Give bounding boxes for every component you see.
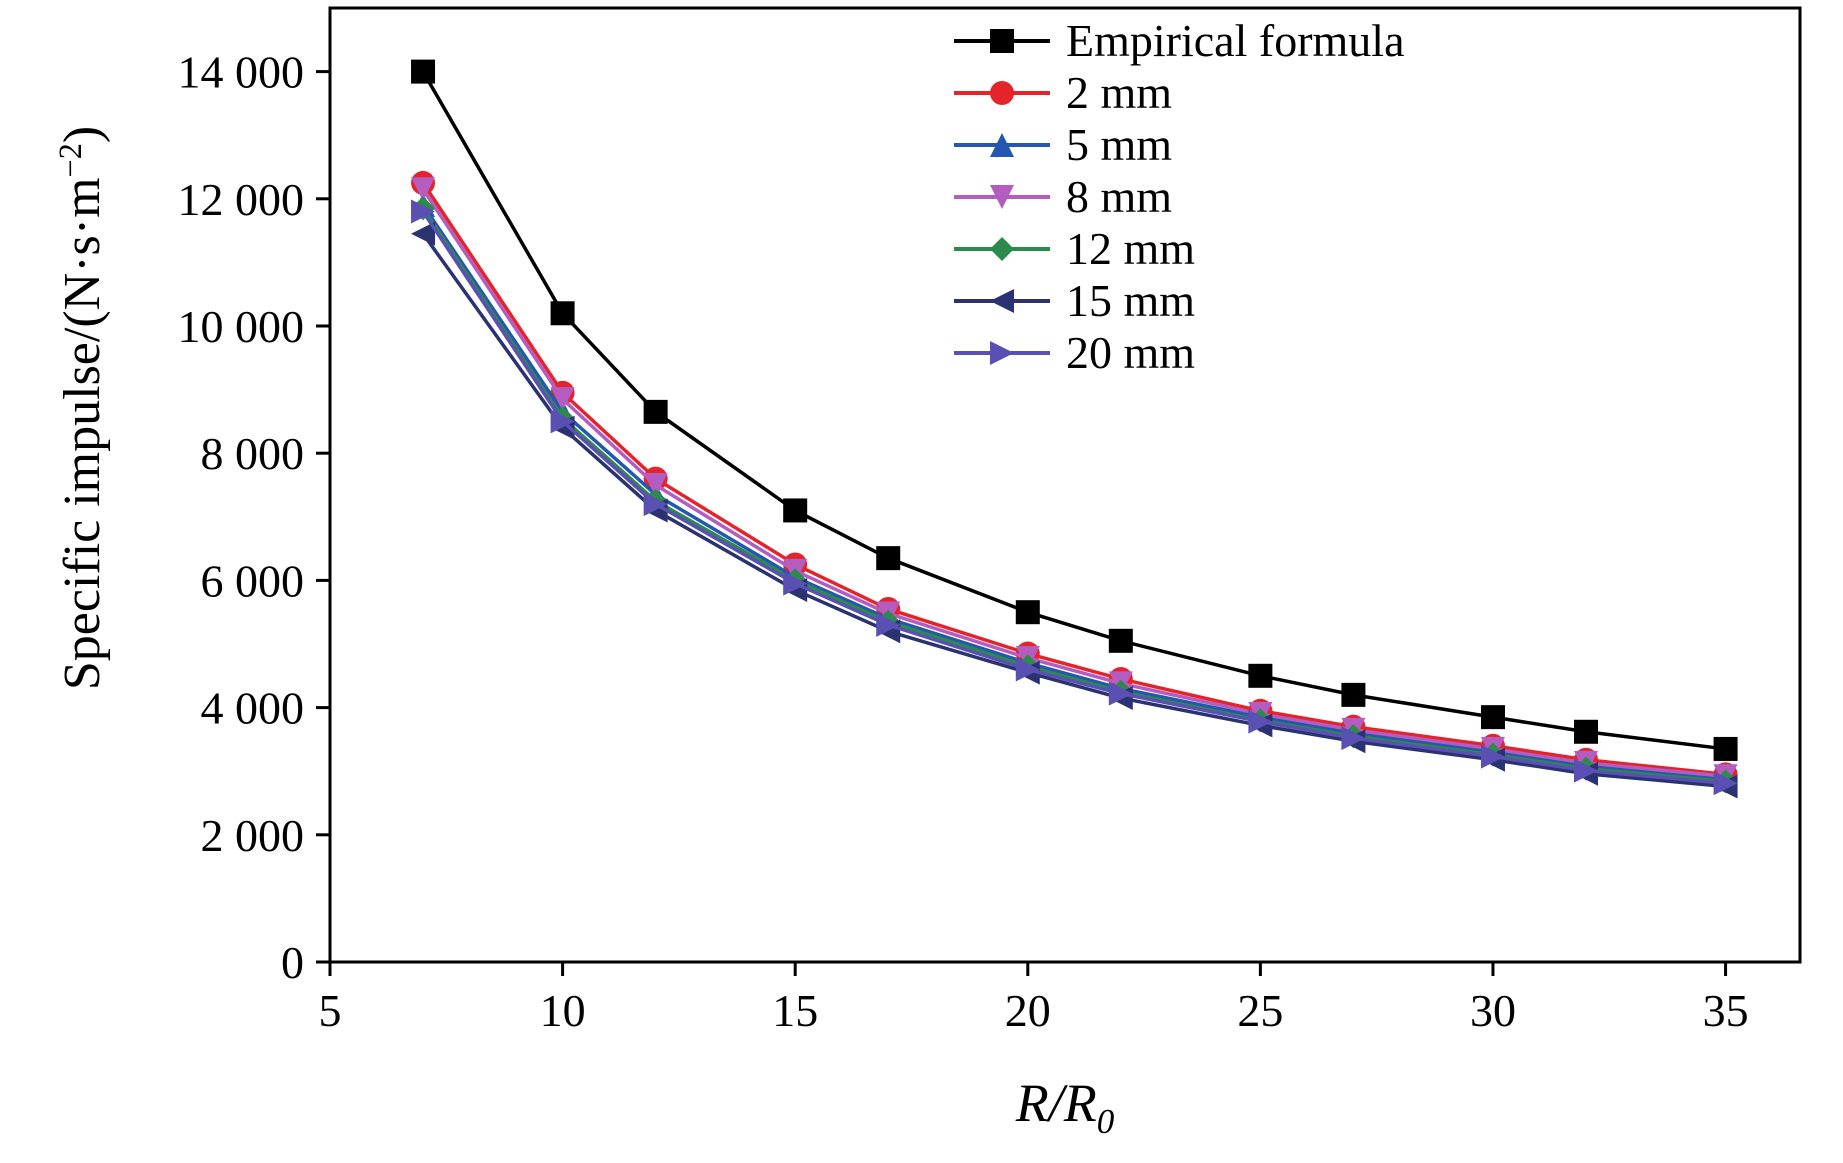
svg-text:14 000: 14 000 [178, 47, 305, 98]
svg-text:5: 5 [319, 985, 342, 1036]
x-axis-label-text: R/R [1015, 1073, 1097, 1133]
svg-text:15: 15 [772, 985, 818, 1036]
legend-label: 12 mm [1066, 223, 1196, 274]
y-axis-label-close: ) [54, 125, 112, 144]
svg-text:20: 20 [1005, 985, 1051, 1036]
legend-item-empirical-formula: Empirical formula [952, 16, 1405, 66]
svg-text:10: 10 [540, 985, 586, 1036]
square-marker-icon [954, 29, 1050, 53]
legend-item-12mm: 12 mm [952, 224, 1405, 274]
svg-text:25: 25 [1237, 985, 1283, 1036]
legend-label: Empirical formula [1066, 15, 1405, 66]
x-axis-label-subscript: 0 [1096, 1101, 1115, 1141]
y-axis-label-text: Specific impulse/(N·s·m [54, 177, 112, 691]
svg-text:4 000: 4 000 [201, 683, 305, 734]
x-axis-label: R/R0 [1016, 1072, 1115, 1142]
triangle-left-marker-icon [954, 289, 1050, 313]
legend-item-2mm: 2 mm [952, 68, 1405, 118]
svg-text:6 000: 6 000 [201, 555, 305, 606]
svg-text:12 000: 12 000 [178, 174, 305, 225]
svg-text:10 000: 10 000 [178, 301, 305, 352]
legend-item-20mm: 20 mm [952, 328, 1405, 378]
legend-label: 15 mm [1066, 275, 1196, 326]
legend-item-5mm: 5 mm [952, 120, 1405, 170]
svg-text:35: 35 [1703, 985, 1749, 1036]
svg-text:0: 0 [281, 937, 304, 988]
triangle-right-marker-icon [954, 341, 1050, 365]
triangle-up-marker-icon [954, 133, 1050, 157]
triangle-down-marker-icon [954, 185, 1050, 209]
legend-item-8mm: 8 mm [952, 172, 1405, 222]
legend-label: 2 mm [1066, 67, 1173, 118]
legend-label: 5 mm [1066, 119, 1173, 170]
svg-text:30: 30 [1470, 985, 1516, 1036]
legend: Empirical formula 2 mm 5 mm 8 mm 12 mm 1… [952, 16, 1405, 378]
legend-item-15mm: 15 mm [952, 276, 1405, 326]
y-axis-label-superscript: −2 [51, 143, 88, 178]
svg-text:2 000: 2 000 [201, 810, 305, 861]
y-axis-label: Specific impulse/(N·s·m−2) [52, 126, 112, 690]
diamond-marker-icon [954, 237, 1050, 261]
legend-label: 20 mm [1066, 327, 1196, 378]
svg-text:8 000: 8 000 [201, 428, 305, 479]
circle-marker-icon [954, 81, 1050, 105]
legend-label: 8 mm [1066, 171, 1173, 222]
